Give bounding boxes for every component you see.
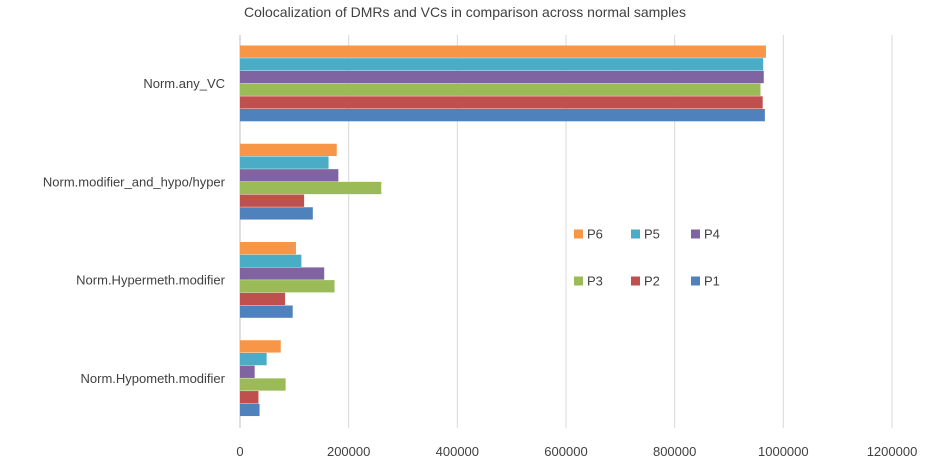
bar-p3-3 [240,378,286,391]
bar-p5-0 [240,58,764,71]
legend-label-p3: P3 [587,274,603,289]
bar-p1-0 [240,109,765,122]
legend-swatch-p2 [631,276,640,286]
x-tick-label: 0 [236,444,243,459]
bar-p6-3 [240,340,281,353]
x-tick-label: 800000 [653,444,696,459]
x-tick-label: 600000 [544,444,587,459]
bar-p1-1 [240,207,313,220]
bar-p2-0 [240,96,763,109]
category-label: Norm.any_VC [143,76,225,91]
legend: P6 P5 P4 P3 P2 P1 [574,227,720,289]
bar-p6-1 [240,143,337,157]
x-tick-label: 400000 [436,444,479,459]
legend-swatch-p5 [631,229,640,239]
category-labels: Norm.any_VC Norm.modifier_and_hypo/hyper N… [43,76,226,386]
bar-p3-0 [240,83,761,96]
legend-label-p6: P6 [587,227,603,242]
x-axis-tick-labels: 0 200000 400000 600000 800000 1000000 1200000 [236,444,917,459]
legend-label-p1: P1 [704,274,720,289]
x-tick-label: 1000000 [758,444,809,459]
bar-p2-1 [240,194,305,207]
bars [240,45,766,417]
legend-swatch-p4 [691,229,700,239]
bar-p5-2 [240,254,302,267]
legend-swatch-p3 [574,276,583,286]
bar-p4-2 [240,267,325,280]
legend-label-p4: P4 [704,227,720,242]
bar-p4-1 [240,169,339,182]
bar-p3-1 [240,181,382,195]
bar-p2-3 [240,391,259,404]
legend-swatch-p6 [574,229,583,239]
bar-p6-2 [240,242,296,255]
bar-p4-0 [240,70,764,84]
x-tick-label: 200000 [327,444,370,459]
bar-p6-0 [240,45,766,58]
legend-swatch-p1 [691,276,700,286]
category-label: Norm.Hypermeth.modifier [76,273,225,288]
x-tick-label: 1200000 [867,444,918,459]
legend-label-p2: P2 [644,274,660,289]
category-label: Norm.Hypometh.modifier [81,371,226,386]
chart-title: Colocalization of DMRs and VCs in compar… [244,4,686,20]
bar-p1-3 [240,403,260,417]
bar-p1-2 [240,305,293,318]
bar-p4-3 [240,365,255,378]
bar-p3-2 [240,280,335,293]
bar-p5-1 [240,156,329,169]
legend-label-p5: P5 [644,227,660,242]
bar-p2-2 [240,292,286,306]
category-label: Norm.modifier_and_hypo/hyper [43,174,226,189]
bar-p5-3 [240,352,267,366]
